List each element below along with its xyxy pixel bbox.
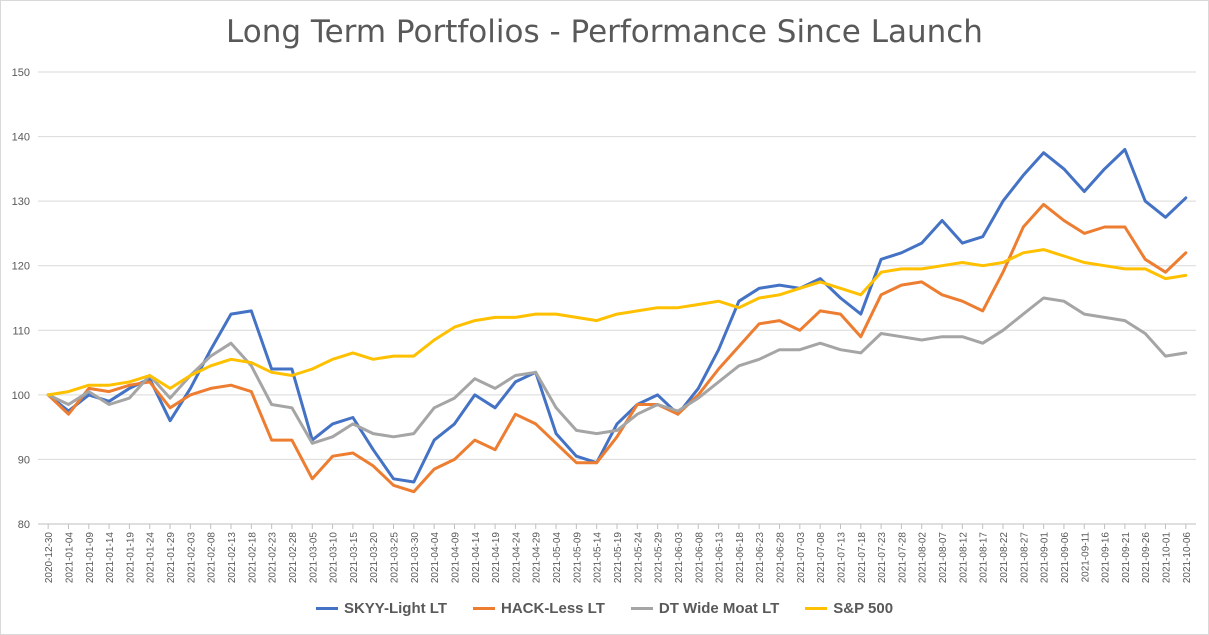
legend-swatch [805,607,828,610]
x-tick-label: 2020-12-30 [44,532,55,584]
x-tick-label: 2021-03-30 [410,532,421,584]
x-tick-label: 2021-02-18 [247,532,258,584]
x-tick-label: 2021-08-27 [1019,532,1030,584]
x-tick-label: 2021-07-18 [857,532,868,584]
x-tick-label: 2021-02-03 [186,532,197,584]
x-tick-label: 2021-09-11 [1080,532,1091,583]
x-tick-label: 2021-09-21 [1121,532,1132,584]
x-tick-label: 2021-09-06 [1060,532,1071,584]
x-tick-label: 2021-06-18 [735,532,746,584]
x-tick-label: 2021-08-17 [979,532,990,584]
x-tick-label: 2021-03-20 [369,532,380,584]
x-tick-label: 2021-03-05 [308,532,319,584]
legend-item: DT Wide Moat LT [630,600,780,617]
x-tick-label: 2021-08-07 [938,532,949,584]
y-tick-label: 130 [12,196,30,208]
x-tick-label: 2021-10-01 [1162,532,1173,584]
chart-legend: SKYY-Light LT HACK-Less LT DT Wide Moat LT… [0,600,1209,617]
x-tick-label: 2021-04-14 [471,532,482,584]
x-tick-label: 2021-03-25 [390,532,401,584]
x-tick-label: 2021-02-23 [268,532,279,584]
x-tick-label: 2021-02-28 [288,532,299,584]
x-tick-label: 2021-08-22 [999,532,1010,584]
legend-swatch [630,607,653,610]
x-tick-label: 2021-01-24 [146,532,157,584]
series-line-hack-less-lt [46,202,1188,494]
x-tick-label: 2021-01-04 [64,532,75,584]
x-tick-label: 2021-01-14 [105,532,116,584]
x-tick-label: 2021-09-16 [1101,532,1112,584]
legend-label: DT Wide Moat LT [658,600,780,617]
x-tick-label: 2021-01-19 [125,532,136,584]
chart-title: Long Term Portfolios - Performance Since… [226,14,983,50]
x-tick-label: 2021-10-06 [1182,532,1193,584]
legend-label: SKYY-Light LT [343,600,447,617]
x-tick-label: 2021-03-15 [349,532,360,584]
x-tick-label: 2021-04-29 [532,532,543,584]
x-tick-label: 2021-05-29 [654,532,665,584]
x-tick-label: 2021-05-04 [552,532,563,584]
x-tick-label: 2021-09-01 [1040,532,1051,584]
y-tick-label: 90 [18,454,30,466]
x-tick-label: 2021-08-02 [918,532,929,584]
y-tick-label: 120 [12,261,30,273]
x-tick-label: 2021-07-13 [836,532,847,584]
series-line-skyy-light-lt [46,148,1188,484]
legend-label: HACK-Less LT [500,600,605,617]
x-tick-label: 2021-08-12 [958,532,969,584]
x-tick-label: 2021-07-28 [897,532,908,584]
y-tick-label: 100 [12,390,30,402]
x-tick-label: 2021-09-26 [1141,532,1152,584]
x-tick-label: 2021-05-24 [633,532,644,584]
legend-item: SKYY-Light LT [315,600,447,617]
x-tick-label: 2021-03-10 [329,532,340,584]
x-tick-label: 2021-06-28 [776,532,787,584]
y-tick-label: 80 [18,519,30,531]
x-tick-label: 2021-06-08 [694,532,705,584]
x-tick-label: 2021-04-24 [511,532,522,584]
x-tick-label: 2021-04-09 [450,532,461,584]
line-chart: 80 90 100 110 120 130 140 150 2020-12-30 2021-01-… [12,67,1196,584]
x-tick-label: 2021-07-03 [796,532,807,584]
legend-swatch [315,607,338,610]
series-line-s-p-500 [46,248,1188,397]
y-tick-label: 140 [12,132,30,144]
x-tick-label: 2021-01-09 [85,532,96,584]
x-tick-label: 2021-04-19 [491,532,502,584]
x-tick-label: 2021-02-13 [227,532,238,584]
x-tick-label: 2021-01-29 [166,532,177,584]
legend-item: HACK-Less LT [472,600,605,617]
x-tick-label: 2021-05-14 [593,532,604,584]
series-line-dt-wide-moat-lt [46,296,1188,445]
x-tick-label: 2021-07-23 [877,532,888,584]
legend-label: S&P 500 [833,600,894,617]
x-tick-label: 2021-06-13 [715,532,726,584]
legend-item: S&P 500 [805,600,893,617]
y-tick-label: 110 [12,325,30,337]
x-tick-label: 2021-06-23 [755,532,766,584]
legend-swatch [472,607,495,610]
x-tick-label: 2021-05-09 [572,532,583,584]
x-tick-label: 2021-05-19 [613,532,624,584]
x-tick-label: 2021-02-08 [207,532,218,584]
x-tick-label: 2021-06-03 [674,532,685,584]
y-tick-label: 150 [12,67,30,79]
x-tick-label: 2021-04-04 [430,532,441,584]
x-tick-label: 2021-07-08 [816,532,827,584]
